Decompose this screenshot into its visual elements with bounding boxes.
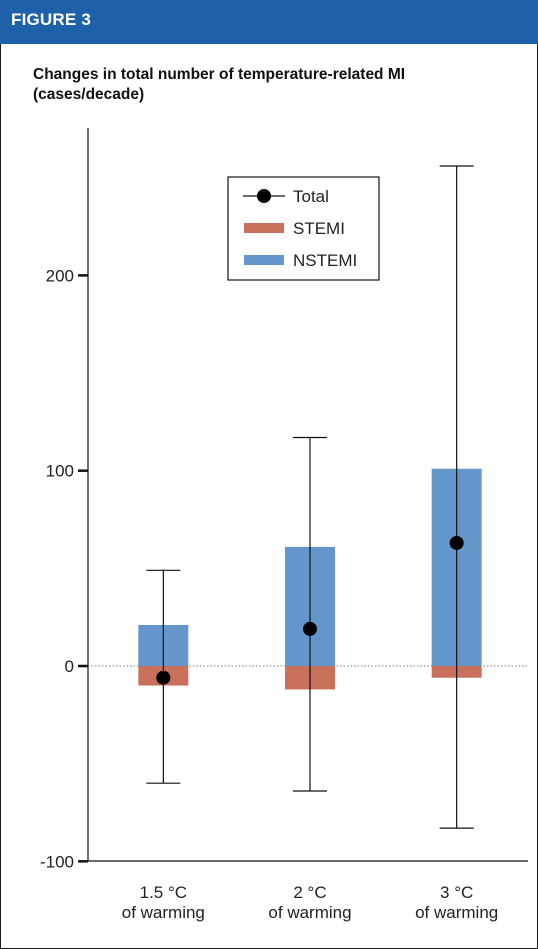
- figure-label: FIGURE 3: [11, 10, 92, 29]
- legend-swatch-total: [257, 189, 271, 203]
- legend: Total STEMI NSTEMI: [227, 176, 380, 281]
- chart-title: Changes in total number of temperature-r…: [33, 66, 406, 103]
- y-tick-label: 0: [65, 657, 74, 676]
- total-point: [303, 621, 317, 636]
- x-tick-label: 2 °C: [293, 883, 326, 902]
- legend-swatch-stemi: [244, 223, 284, 233]
- x-tick-label: of warming: [122, 903, 205, 922]
- total-point: [449, 535, 464, 550]
- legend-label-stemi: STEMI: [293, 219, 345, 238]
- legend-label-total: Total: [293, 187, 329, 206]
- x-tick-label: of warming: [415, 903, 498, 922]
- y-tick-label: -100: [40, 852, 74, 871]
- legend-label-nstemi: NSTEMI: [293, 251, 357, 270]
- y-tick-label: 100: [46, 462, 74, 481]
- y-tick-label: 200: [46, 266, 74, 285]
- x-tick-label: 1.5 °C: [140, 883, 187, 902]
- x-tick-label: 3 °C: [440, 883, 473, 902]
- total-point: [156, 670, 171, 685]
- legend-swatch-nstemi: [244, 255, 284, 265]
- x-tick-label: of warming: [268, 903, 351, 922]
- total-points: [156, 535, 464, 685]
- figure-header: FIGURE 3: [0, 0, 538, 44]
